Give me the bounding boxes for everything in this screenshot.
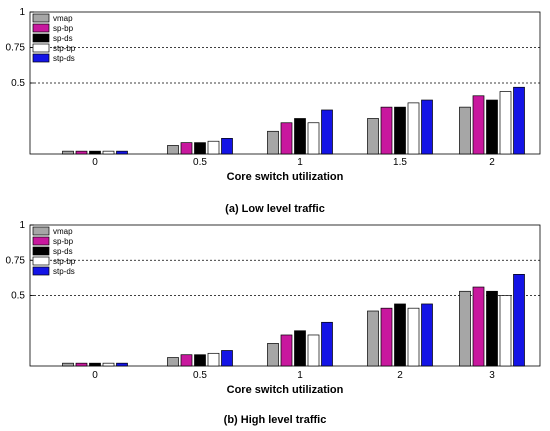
x-tick-label: 0.5 [193,370,207,381]
x-tick-label: 0 [92,157,98,168]
bar-stp-bp-0 [102,362,115,367]
legend-swatch-stp-ds [32,53,50,63]
bar-vmap-0 [62,362,74,367]
legend-swatch-vmap [32,13,50,23]
bar-sp-bp-1.5 [380,106,393,155]
bar-vmap-0 [62,150,74,155]
bar-stp-bp-1 [307,334,320,367]
bar-sp-bp-3 [472,286,485,367]
bar-stp-bp-0 [102,150,115,155]
bar-sp-bp-0 [75,150,88,155]
y-tick-label: 0.5 [11,78,25,89]
legend-swatch-vmap [32,226,50,236]
bar-sp-ds-0 [89,362,101,367]
bar-vmap-2 [459,106,471,155]
legend-swatch-sp-bp [32,236,50,246]
bar-stp-ds-0.5 [221,350,233,367]
bar-sp-ds-0.5 [194,142,206,155]
bar-stp-ds-1 [321,109,333,155]
bar-sp-bp-0 [75,362,88,367]
bar-sp-ds-1 [294,330,306,367]
y-tick-label: 1 [19,220,25,231]
x-tick-label: 2 [397,370,403,381]
bar-vmap-0.5 [167,145,179,155]
x-tick-label: 1 [297,157,303,168]
bar-stp-ds-1 [321,321,333,367]
bar-sp-ds-0 [89,150,101,155]
legend-label-stp-bp: stp-bp [53,44,76,53]
legend-swatch-stp-bp [32,256,50,266]
bar-stp-bp-1.5 [407,102,420,155]
legend-label-sp-ds: sp-ds [53,247,73,256]
legend-swatch-sp-bp [32,23,50,33]
x-axis-label: Core switch utilization [227,384,344,396]
legend-swatch-stp-bp [32,43,50,53]
bar-sp-bp-2 [472,95,485,155]
chart-caption: (a) Low level traffic [225,203,325,215]
legend-label-vmap: vmap [53,14,73,23]
bar-sp-bp-0.5 [180,354,193,367]
x-tick-label: 1 [297,370,303,381]
legend-label-sp-bp: sp-bp [53,24,74,33]
y-tick-label: 0.75 [6,43,26,54]
bar-sp-ds-2 [394,303,406,367]
bar-stp-ds-0 [116,362,128,367]
legend-label-sp-ds: sp-ds [53,34,73,43]
bar-stp-bp-2 [499,91,512,155]
bar-sp-ds-0.5 [194,354,206,367]
chart-caption: (b) High level traffic [224,414,327,426]
bar-vmap-2 [367,310,379,367]
bar-stp-ds-2 [421,303,433,367]
bar-stp-ds-2 [513,86,525,155]
x-tick-label: 0 [92,370,98,381]
x-tick-label: 1.5 [393,157,407,168]
bar-sp-bp-0.5 [180,142,193,155]
x-axis-label: Core switch utilization [227,171,344,183]
legend-label-stp-bp: stp-bp [53,257,76,266]
bar-stp-ds-0.5 [221,138,233,155]
bar-sp-ds-1.5 [394,106,406,155]
bar-stp-bp-0.5 [207,140,220,155]
bar-vmap-1 [267,343,279,367]
bar-sp-bp-1 [280,334,293,367]
legend-label-vmap: vmap [53,227,73,236]
chart-panel-2: 0.5 0.75 1 0 0.5 1 2 3 vmapsp-bpsp-dsstp-bpstp-d… [6,220,541,426]
legend-swatch-stp-ds [32,266,50,276]
bar-vmap-1 [267,130,279,155]
bar-sp-bp-1 [280,122,293,155]
y-tick-label: 0.75 [6,255,26,266]
legend-label-stp-ds: stp-ds [53,267,75,276]
legend-label-stp-ds: stp-ds [53,54,75,63]
x-tick-label: 3 [489,370,495,381]
bar-vmap-0.5 [167,357,179,367]
legend-label-sp-bp: sp-bp [53,237,74,246]
y-tick-label: 1 [19,7,25,18]
bar-vmap-3 [459,290,471,367]
chart-panel-1: 0.5 0.75 1 0 0.5 1 1.5 2 vmapsp-bpsp-dsstp-bpstp… [6,7,541,215]
bar-stp-bp-1 [307,122,320,155]
x-tick-label: 0.5 [193,157,207,168]
bar-vmap-1.5 [367,118,379,155]
bar-stp-ds-0 [116,150,128,155]
bar-stp-bp-0.5 [207,352,220,367]
y-tick-label: 0.5 [11,291,25,302]
legend-swatch-sp-ds [32,33,50,43]
bar-stp-ds-1.5 [421,99,433,155]
x-tick-label: 2 [489,157,495,168]
bar-sp-ds-2 [486,99,498,155]
legend-swatch-sp-ds [32,246,50,256]
bar-sp-bp-2 [380,307,393,367]
bar-sp-ds-3 [486,290,498,367]
bar-sp-ds-1 [294,118,306,155]
bar-stp-ds-3 [513,274,525,367]
bar-stp-bp-3 [499,295,512,367]
bar-stp-bp-2 [407,307,420,367]
